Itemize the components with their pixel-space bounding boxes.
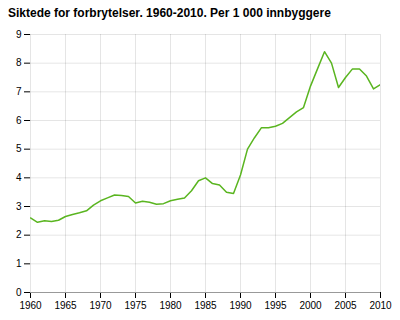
svg-text:9: 9: [16, 29, 22, 40]
svg-text:8: 8: [16, 57, 22, 68]
html-text:Siktede for forbrytelser. 1960: Siktede for forbrytelser. 1960-2010. Per…: [8, 6, 331, 20]
svg-text:1960: 1960: [19, 300, 42, 311]
svg-text:1995: 1995: [264, 300, 287, 311]
svg-text:0: 0: [16, 287, 22, 298]
svg-text:1985: 1985: [194, 300, 217, 311]
svg-text:7: 7: [16, 86, 22, 97]
svg-text:2000: 2000: [299, 300, 322, 311]
svg-text:1990: 1990: [229, 300, 252, 311]
svg-text:2: 2: [16, 229, 22, 240]
svg-text:1970: 1970: [89, 300, 112, 311]
svg-text:1965: 1965: [54, 300, 77, 311]
svg-text:6: 6: [16, 115, 22, 126]
svg-text:2005: 2005: [334, 300, 357, 311]
svg-text:1980: 1980: [159, 300, 182, 311]
svg-text:4: 4: [16, 172, 22, 183]
svg-text:3: 3: [16, 201, 22, 212]
svg-text:1: 1: [16, 258, 22, 269]
svg-text:5: 5: [16, 143, 22, 154]
svg-text:2010: 2010: [369, 300, 392, 311]
svg-text:1975: 1975: [124, 300, 147, 311]
